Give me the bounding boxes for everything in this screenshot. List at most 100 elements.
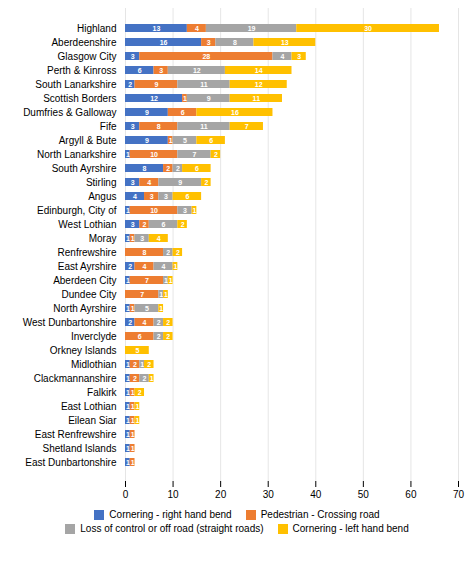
svg-text:1: 1: [131, 235, 135, 242]
svg-text:1: 1: [131, 305, 135, 312]
svg-text:2: 2: [157, 319, 161, 326]
svg-text:1: 1: [126, 431, 130, 438]
svg-text:1: 1: [169, 137, 173, 144]
svg-text:Clackmannanshire: Clackmannanshire: [34, 373, 117, 384]
svg-text:1: 1: [131, 389, 135, 396]
svg-text:1: 1: [140, 361, 144, 368]
svg-text:5: 5: [145, 305, 149, 312]
svg-text:2: 2: [157, 333, 161, 340]
svg-text:1: 1: [169, 277, 173, 284]
svg-text:4: 4: [133, 193, 137, 200]
svg-text:30: 30: [364, 25, 372, 32]
svg-text:1: 1: [183, 95, 187, 102]
svg-text:East Dunbartonshire: East Dunbartonshire: [25, 457, 117, 468]
svg-text:2: 2: [133, 375, 137, 382]
svg-text:6: 6: [138, 333, 142, 340]
svg-text:4: 4: [143, 319, 147, 326]
svg-text:Inverclyde: Inverclyde: [71, 331, 117, 342]
svg-text:4: 4: [143, 263, 147, 270]
svg-text:12: 12: [193, 67, 201, 74]
svg-text:3: 3: [131, 123, 135, 130]
svg-text:1: 1: [159, 291, 163, 298]
svg-text:Glasgow City: Glasgow City: [58, 51, 117, 62]
svg-text:1: 1: [126, 417, 130, 424]
svg-text:2: 2: [138, 389, 142, 396]
svg-text:1: 1: [126, 361, 130, 368]
svg-text:Fife: Fife: [100, 121, 117, 132]
svg-text:North Lanarkshire: North Lanarkshire: [37, 149, 117, 160]
svg-text:2: 2: [166, 249, 170, 256]
svg-text:Perth & Kinross: Perth & Kinross: [47, 65, 116, 76]
svg-text:11: 11: [253, 95, 261, 102]
svg-text:Angus: Angus: [88, 191, 116, 202]
svg-text:0: 0: [123, 489, 129, 500]
svg-text:1: 1: [131, 459, 135, 466]
svg-text:4: 4: [147, 179, 151, 186]
svg-text:3: 3: [131, 179, 135, 186]
svg-text:10: 10: [150, 207, 158, 214]
svg-text:3: 3: [140, 235, 144, 242]
svg-text:11: 11: [200, 123, 208, 130]
svg-text:1: 1: [135, 417, 139, 424]
svg-text:1: 1: [135, 403, 139, 410]
svg-text:1: 1: [126, 277, 130, 284]
svg-text:2: 2: [128, 319, 132, 326]
svg-text:1: 1: [131, 445, 135, 452]
svg-text:South Ayrshire: South Ayrshire: [52, 163, 117, 174]
svg-text:1: 1: [126, 389, 130, 396]
svg-text:1: 1: [173, 263, 177, 270]
svg-text:1: 1: [126, 235, 130, 242]
svg-text:2: 2: [143, 221, 147, 228]
svg-text:1: 1: [126, 151, 130, 158]
svg-text:8: 8: [157, 123, 161, 130]
svg-text:1: 1: [193, 207, 197, 214]
svg-text:1: 1: [150, 375, 154, 382]
svg-text:7: 7: [145, 277, 149, 284]
svg-text:7: 7: [140, 291, 144, 298]
svg-text:1: 1: [164, 291, 168, 298]
svg-text:Eilean Siar: Eilean Siar: [68, 415, 117, 426]
svg-text:3: 3: [207, 39, 211, 46]
svg-text:8: 8: [143, 165, 147, 172]
svg-text:North Ayrshire: North Ayrshire: [53, 303, 117, 314]
svg-text:West Dunbartonshire: West Dunbartonshire: [23, 317, 117, 328]
svg-text:3: 3: [150, 193, 154, 200]
svg-text:1: 1: [131, 431, 135, 438]
svg-text:13: 13: [153, 25, 161, 32]
svg-text:16: 16: [231, 109, 239, 116]
svg-text:6: 6: [181, 109, 185, 116]
svg-text:East Lothian: East Lothian: [61, 401, 117, 412]
svg-text:Aberdeen City: Aberdeen City: [53, 275, 116, 286]
svg-text:East Ayrshire: East Ayrshire: [58, 261, 117, 272]
svg-text:9: 9: [154, 81, 158, 88]
svg-text:2: 2: [147, 361, 151, 368]
svg-text:3: 3: [131, 53, 135, 60]
svg-text:60: 60: [405, 489, 417, 500]
svg-text:Scottish Borders: Scottish Borders: [43, 93, 116, 104]
svg-text:Dundee City: Dundee City: [61, 289, 116, 300]
svg-text:2: 2: [166, 165, 170, 172]
svg-text:1: 1: [131, 403, 135, 410]
svg-text:1: 1: [126, 459, 130, 466]
svg-text:70: 70: [453, 489, 465, 500]
svg-text:2: 2: [128, 81, 132, 88]
svg-text:Renfrewshire: Renfrewshire: [58, 247, 117, 258]
svg-text:Stirling: Stirling: [86, 177, 117, 188]
svg-text:10: 10: [168, 489, 180, 500]
svg-text:3: 3: [297, 53, 301, 60]
svg-text:Aberdeenshire: Aberdeenshire: [51, 37, 116, 48]
svg-text:12: 12: [255, 81, 263, 88]
svg-text:Highland: Highland: [77, 23, 116, 34]
svg-text:Dumfries & Galloway: Dumfries & Galloway: [23, 107, 116, 118]
svg-text:Falkirk: Falkirk: [87, 387, 117, 398]
svg-text:Edinburgh, City of: Edinburgh, City of: [37, 205, 117, 216]
svg-text:1: 1: [126, 375, 130, 382]
svg-text:9: 9: [178, 179, 182, 186]
svg-text:12: 12: [150, 95, 158, 102]
svg-text:2: 2: [128, 263, 132, 270]
svg-text:7: 7: [193, 151, 197, 158]
svg-text:9: 9: [145, 137, 149, 144]
svg-text:1: 1: [126, 207, 130, 214]
svg-text:1: 1: [159, 305, 163, 312]
svg-text:Midlothian: Midlothian: [71, 359, 117, 370]
